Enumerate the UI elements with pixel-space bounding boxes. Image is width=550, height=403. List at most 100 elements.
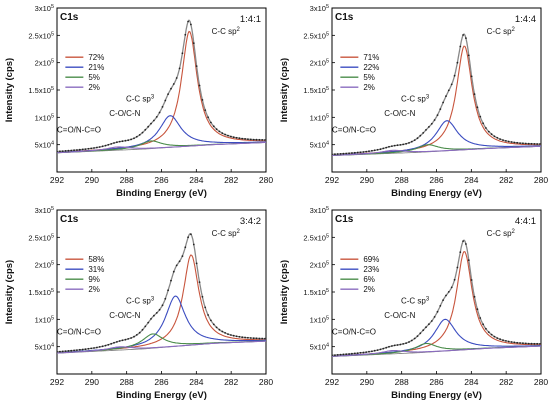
data-point [428,126,430,128]
data-point [524,342,527,345]
data-point [258,138,261,141]
y-tick-label: 2.5x105 [303,233,329,242]
data-point [334,354,336,356]
data-point [342,353,345,356]
data-point [158,308,161,311]
data-point [192,42,195,45]
data-point [264,337,266,340]
data-point [70,349,73,352]
panel-title: C1s [335,12,354,23]
data-point [241,336,244,339]
x-tick-label: 282 [224,377,238,387]
data-point [221,330,224,333]
data-point [238,137,241,140]
component-line [57,333,266,354]
panel-title: C1s [60,12,79,23]
y-tick-label: 3x105 [35,4,54,13]
data-point [178,67,181,70]
data-point [178,260,181,263]
x-tick-label: 292 [50,175,64,185]
data-point [453,278,456,281]
data-point [527,142,530,145]
x-tick-label: 292 [50,377,64,387]
x-axis-label: Binding Energy (eV) [391,188,482,199]
data-point [479,115,482,118]
data-point [459,45,462,48]
x-tick-label: 292 [325,377,339,387]
peak-label: C-C sp3 [126,94,155,103]
data-point [332,354,333,357]
legend-label: 5% [88,73,100,82]
data-point [155,116,158,118]
data-point [110,342,113,345]
x-tick-label: 282 [499,175,513,185]
data-point [410,140,413,143]
data-point [439,108,442,110]
data-point [121,339,124,342]
data-point [175,77,178,79]
data-point [170,87,172,90]
x-tick-label: 290 [360,377,374,387]
data-point [90,147,93,150]
peak-label: C=O/N-C=O [332,328,376,337]
data-point [187,20,190,23]
legend-label: 2% [363,83,375,92]
data-point [230,135,232,138]
data-point [153,314,155,317]
data-point [433,119,436,121]
data-point [255,138,258,141]
data-point [476,106,479,109]
data-point [419,332,422,335]
peak-label: C-C sp3 [401,296,430,305]
data-point [505,340,507,342]
data-point [87,347,90,350]
data-point [138,134,141,136]
data-point [419,134,422,137]
data-point [59,150,61,153]
data-point [353,352,356,355]
legend-label: 6% [363,275,375,284]
data-point [462,34,464,36]
data-point [345,152,348,155]
data-point [195,65,198,67]
y-tick-label: 1.5x105 [303,86,329,95]
x-tick-label: 280 [259,377,273,387]
data-point [371,149,373,152]
data-point [473,295,476,298]
data-point [536,143,539,145]
data-point [98,146,101,148]
data-point [121,140,124,143]
data-point [487,331,490,333]
data-point [67,149,70,152]
data-point [405,342,407,344]
data-point [382,147,385,150]
data-point [396,144,399,147]
data-point [485,127,487,129]
data-point [207,116,210,119]
data-point [353,151,356,154]
data-point [57,150,58,153]
data-point [510,341,513,343]
data-point [181,255,184,257]
data-point [445,294,447,297]
data-point [158,111,161,114]
data-point [379,148,382,151]
chart-panel: 292 290 288 286 284 282 280 5x104 1x105 1.5x105 2x… [279,206,548,401]
data-point [405,142,407,145]
data-point [519,142,521,145]
x-tick-label: 288 [120,377,134,387]
data-point [510,141,513,143]
legend-label: 5% [363,73,375,82]
x-tick-label: 282 [224,175,238,185]
data-point [57,350,58,353]
fit-envelope [332,33,541,156]
y-tick-label: 2.5x105 [28,31,54,40]
y-tick-label: 2x105 [310,261,329,270]
data-point [490,133,493,136]
data-point [499,138,501,141]
data-point [210,121,212,124]
data-point [201,99,204,101]
y-tick-label: 3x105 [310,206,329,215]
y-tick-label: 3x105 [35,206,54,215]
data-point [365,150,368,153]
